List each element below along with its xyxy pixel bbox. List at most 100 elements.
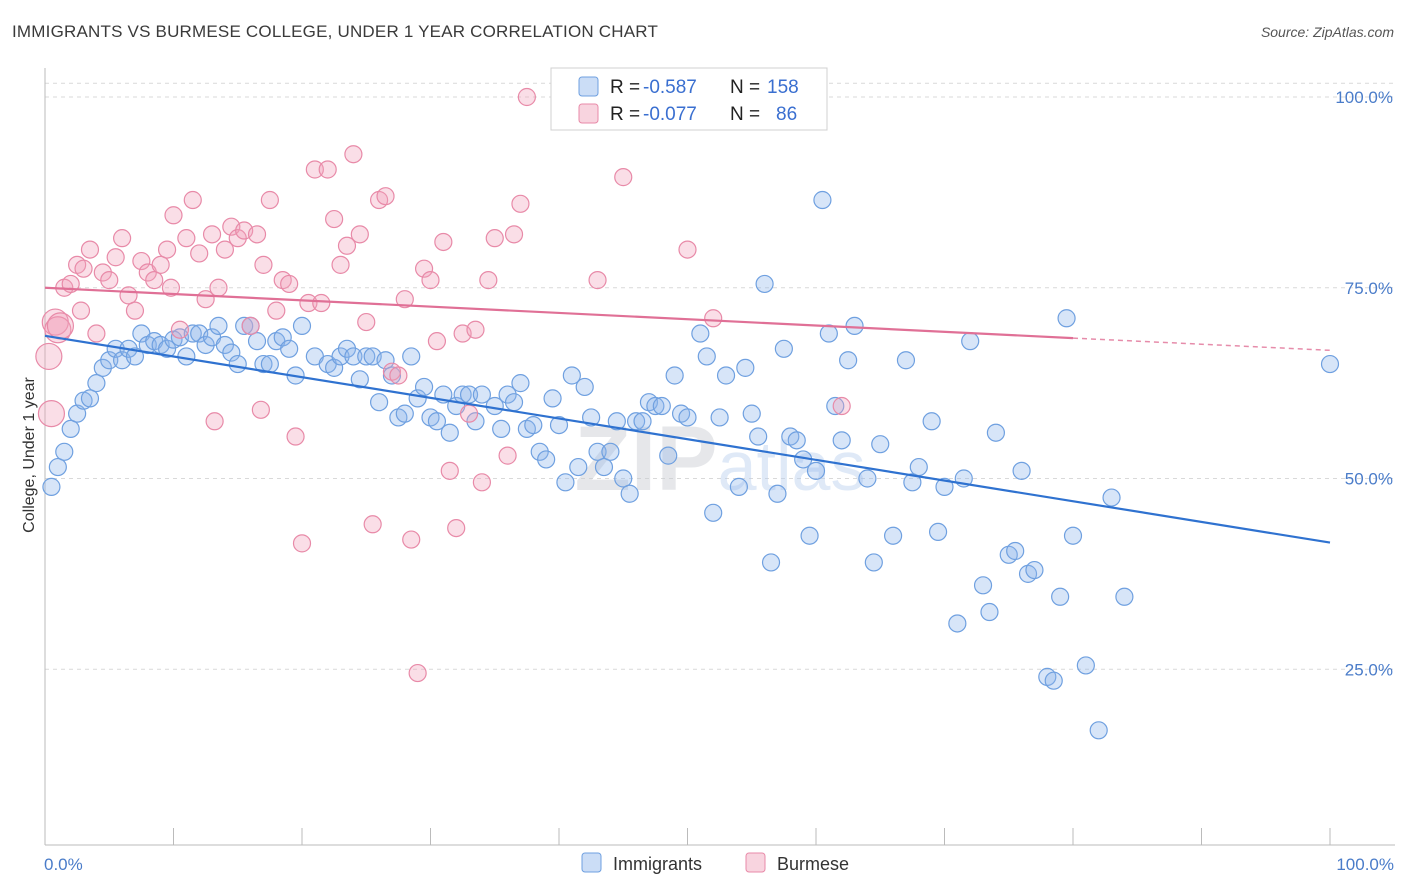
immigrants-point — [196, 335, 215, 355]
burmese-point — [517, 87, 536, 107]
burmese-point — [125, 301, 145, 320]
burmese-points — [35, 87, 851, 683]
immigrants-point — [331, 347, 350, 366]
immigrants-point — [768, 484, 787, 503]
immigrants-point — [235, 316, 254, 335]
immigrants-point — [909, 457, 928, 477]
immigrants-point — [569, 457, 588, 477]
y-tick-labels: 25.0% 50.0% 75.0% 100.0% — [1335, 88, 1393, 679]
burmese-point — [459, 404, 479, 423]
legend-r-burmese: -0.077 — [643, 104, 697, 125]
burmese-point — [299, 293, 318, 313]
immigrants-point — [1051, 587, 1070, 606]
burmese-point — [440, 461, 459, 480]
immigrants-point — [427, 412, 447, 431]
immigrants-point — [883, 526, 903, 545]
immigrants-point — [858, 469, 877, 488]
burmese-point — [331, 255, 350, 274]
legend-n-label-immigrants: N = — [730, 77, 760, 98]
immigrants-point — [247, 332, 267, 351]
burmese-point — [312, 293, 331, 313]
y-tick-label: 25.0% — [1345, 660, 1393, 679]
burmese-point — [177, 229, 196, 248]
immigrants-point — [466, 412, 485, 431]
burmese-point — [215, 240, 234, 259]
immigrants-point — [1044, 671, 1063, 690]
immigrants-point — [922, 412, 941, 431]
burmese-point — [164, 206, 183, 225]
bottom-legend-swatch-burmese — [745, 852, 766, 873]
burmese-point — [106, 248, 125, 267]
burmese-point — [414, 259, 434, 278]
immigrants-point — [716, 366, 736, 385]
burmese-point — [588, 271, 607, 290]
immigrants-point — [402, 347, 421, 366]
immigrants-point — [614, 469, 633, 488]
immigrants-point — [980, 602, 999, 622]
immigrants-point — [549, 415, 569, 435]
immigrants-point — [935, 477, 954, 496]
burmese-point — [241, 316, 260, 335]
burmese-point — [479, 271, 498, 290]
immigrants-point — [48, 457, 67, 477]
burmese-point — [280, 274, 299, 294]
immigrants-point — [562, 366, 581, 385]
y-axis-label: College, Under 1 year — [21, 377, 38, 533]
immigrants-point — [678, 408, 697, 427]
burmese-point — [209, 278, 228, 297]
bottom-legend-burmese: Burmese — [777, 854, 849, 874]
immigrants-point — [665, 366, 684, 385]
immigrants-point — [370, 393, 389, 412]
burmese-point — [434, 232, 453, 252]
immigrants-point — [1025, 560, 1044, 580]
immigrants-point — [395, 404, 414, 423]
immigrants-point — [511, 374, 530, 393]
burmese-point — [260, 190, 279, 210]
immigrants-point — [1012, 461, 1031, 480]
immigrants-point — [215, 335, 234, 355]
immigrants-point — [254, 354, 273, 374]
burmese-point — [74, 259, 93, 278]
immigrants-point — [973, 576, 993, 595]
burmese-point — [485, 229, 504, 248]
immigrants-point — [620, 484, 639, 503]
burmese-point — [46, 312, 75, 340]
immigrants-point — [87, 374, 106, 393]
immigrants-point — [896, 351, 916, 370]
burmese-point — [389, 366, 408, 385]
burmese-point — [305, 160, 324, 179]
legend-r-label-immigrants: R = — [610, 77, 640, 98]
legend-swatch-immigrants — [578, 76, 599, 97]
immigrants-point — [729, 477, 749, 496]
immigrants-point — [607, 412, 626, 431]
immigrants-point — [601, 442, 620, 461]
immigrants-point — [157, 339, 177, 358]
immigrants-point — [524, 415, 543, 435]
burmese-point — [205, 412, 224, 431]
immigrants-point — [1063, 526, 1083, 545]
burmese-point — [344, 145, 363, 164]
immigrants-point — [543, 389, 562, 408]
burmese-point — [498, 446, 517, 465]
burmese-point — [157, 240, 177, 259]
burmese-point — [112, 229, 132, 248]
bottom-legend-swatch-immigrants — [581, 852, 602, 873]
immigrants-point — [787, 431, 806, 450]
immigrants-point — [813, 190, 832, 210]
burmese-point — [132, 251, 151, 271]
immigrants-point — [633, 412, 652, 431]
immigrants-point — [280, 339, 299, 358]
burmese-point — [466, 320, 485, 339]
bottom-legend-immigrants: Immigrants — [613, 854, 702, 874]
legend-n-burmese: 86 — [776, 104, 797, 125]
burmese-point — [228, 229, 247, 248]
legend-r-immigrants: -0.587 — [643, 77, 697, 98]
immigrants-point — [575, 377, 594, 397]
immigrants-point — [704, 503, 723, 522]
immigrants-point — [819, 324, 838, 343]
burmese-point — [254, 255, 273, 274]
burmese-point — [71, 301, 91, 320]
chart-title: IMMIGRANTS VS BURMESE COLLEGE, UNDER 1 Y… — [12, 22, 659, 41]
immigrants-point — [100, 351, 119, 370]
immigrants-point — [871, 435, 890, 454]
